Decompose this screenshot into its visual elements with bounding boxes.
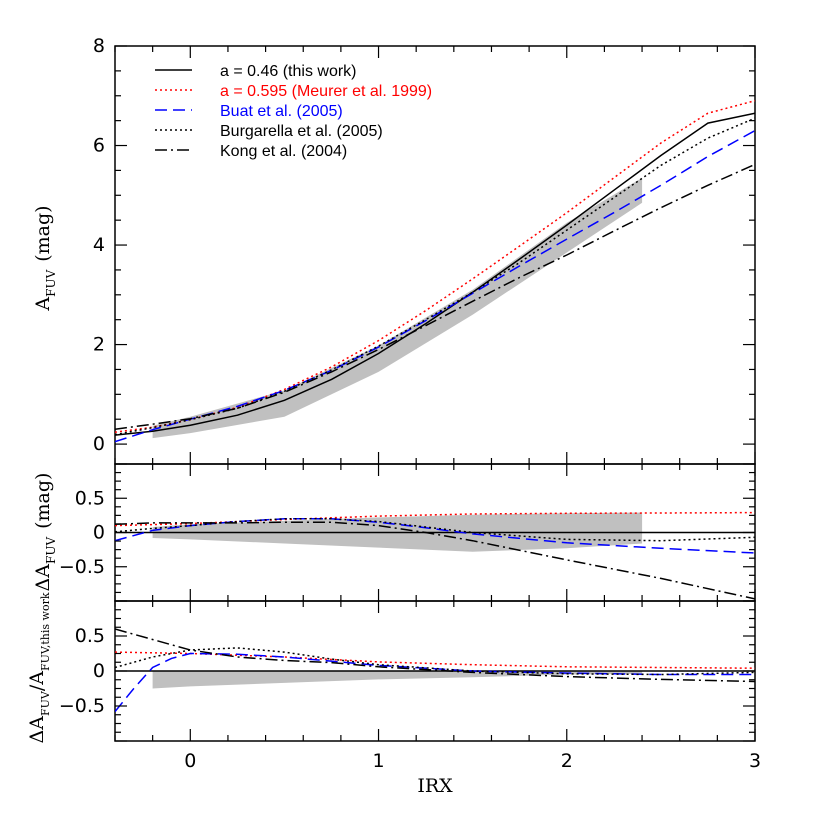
middle-ylabel-main: ΔA [32,564,54,592]
legend-entry-2: Buat et al. (2005) [220,103,343,120]
top-ylabel-unit: (mag) [32,205,54,261]
x-tick-label: 0 [184,750,196,772]
x-tick-label: 1 [372,750,384,772]
bottom-ytick-label: −0.5 [59,695,105,717]
top-series-1-dotted-line [115,99,755,433]
axis-tick-labels: 0 2 4 6 8 −0.5 0 0.5 −0.5 0 0.5 0 1 2 3 [59,35,761,772]
bottom-ylabel-sub2: FUV,this work [39,592,52,671]
bottom-ylabel-sub1: FUV [39,690,52,716]
top-ytick-label: 8 [93,35,105,57]
bottom-ytick-label: 0 [93,660,105,682]
top-ytick-label: 6 [93,135,105,157]
bottom-ylabel-main1: ΔA [26,716,48,744]
axis-ticks [114,45,756,742]
top-series-3-dotted-line [115,117,755,436]
x-axis-label: IRX [417,775,453,797]
top-ylabel-main: A [32,297,54,312]
legend-entry-0: a = 0.46 (this work) [220,63,357,80]
middle-ytick-label: 0.5 [75,487,105,509]
top-ylabel-sub: FUV [44,269,58,296]
middle-ylabel-sub: FUV [44,537,58,564]
top-series-2-dashed-line [115,129,755,443]
top-panel-frame [114,45,756,465]
middle-series-4-dashdot-line [115,521,755,600]
middle-ylabel-unit: (mag) [32,473,54,529]
top-shaded-band [152,177,643,439]
legend: a = 0.46 (this work) a = 0.595 (Meurer et… [155,63,432,160]
top-ytick-label: 0 [93,433,105,455]
legend-entry-4: Kong et al. (2004) [220,143,347,160]
top-series-0-solid-line [115,112,755,436]
bottom-shaded-band [152,671,643,689]
bottom-series-4-dashdot-line [115,628,755,683]
middle-ytick-label: −0.5 [59,556,105,578]
x-tick-label: 2 [561,750,573,772]
bottom-ylabel: ΔAFUV/AFUV,this work [26,592,52,743]
middle-ytick-label: 0 [93,522,105,544]
top-ytick-label: 4 [93,234,105,256]
middle-series-3-dotted-line [115,518,755,542]
top-ylabel: AFUV (mag) [32,205,58,311]
bottom-ylabel-main2: /A [26,671,48,691]
bottom-series-3-dotted-line [115,647,755,676]
series-lines [115,99,755,713]
top-ytick-label: 2 [93,334,105,356]
x-tick-label: 3 [749,750,761,772]
legend-entry-3: Burgarella et al. (2005) [220,123,383,140]
legend-entry-1: a = 0.595 (Meurer et al. 1999) [220,83,432,100]
top-series-4-dashdot-line [115,163,755,430]
middle-ylabel: ΔAFUV (mag) [32,473,58,592]
bottom-ytick-label: 0.5 [75,625,105,647]
